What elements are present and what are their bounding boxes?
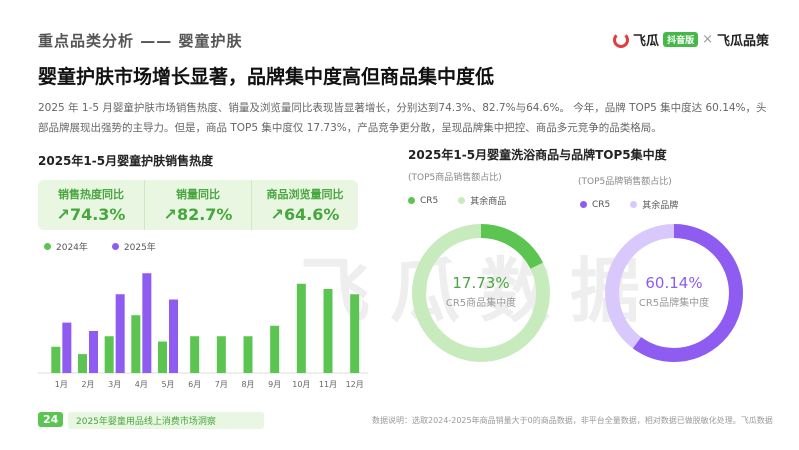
x-tick-label: 12月: [346, 380, 364, 389]
arrow-up-icon: ↗: [163, 205, 177, 224]
bar-2024: [296, 283, 306, 373]
kpi-value: ↗82.7%: [163, 205, 233, 224]
bar-legend: 2024年 2025年: [44, 240, 156, 253]
bar-2024: [78, 354, 87, 373]
x-tick-label: 10月: [292, 380, 310, 389]
bar-2024: [270, 325, 280, 373]
donut2-center: 60.14% CR5品牌集中度: [604, 274, 744, 309]
legend-2024-swatch: [44, 243, 51, 250]
legend-other-swatch: [630, 201, 638, 208]
bar-2025: [115, 294, 125, 373]
feigua-logo-icon: [613, 31, 630, 48]
kpi-label: 销量同比: [176, 188, 220, 201]
donut2-value: 60.14%: [645, 274, 703, 292]
left-chart-title: 2025年1-5月婴童护肤销售热度: [38, 154, 214, 168]
x-tick-label: 9月: [268, 380, 281, 389]
kpi-label: 商品浏览量同比: [266, 188, 344, 201]
product-cr5-slice: [412, 224, 550, 362]
donut-chart-brand: [605, 224, 743, 362]
legend-cr5-label: CR5: [420, 195, 439, 206]
logo: 飞瓜 抖音版 × 飞瓜品策: [613, 30, 769, 49]
right-chart-title: 2025年1-5月婴童洗浴商品与品牌TOP5集中度: [408, 148, 667, 162]
arrow-up-icon: ↗: [56, 205, 70, 224]
donut1-subtitle: (TOP5商品销售额占比): [408, 173, 502, 183]
kpi-value: ↗64.6%: [270, 205, 340, 224]
x-tick-label: 5月: [161, 380, 174, 389]
x-tick-label: 8月: [241, 380, 254, 389]
bar-2024: [216, 336, 226, 373]
legend-cr5-swatch: [580, 201, 587, 208]
donut1-center: 17.73% CR5商品集中度: [411, 274, 551, 309]
section-title: 重点品类分析 —— 婴童护肤: [38, 32, 243, 50]
logo-badge: 抖音版: [663, 32, 699, 47]
donut2-label: CR5品牌集中度: [638, 298, 710, 309]
bar-2025: [89, 331, 98, 373]
page-number: 24: [38, 412, 64, 427]
kpi-value: ↗74.3%: [56, 205, 126, 224]
bar-2024: [323, 289, 333, 373]
logo-separator: ×: [702, 32, 713, 47]
donut1-value: 17.73%: [452, 274, 510, 292]
bar-2024: [190, 336, 200, 373]
bar-2024: [51, 346, 61, 373]
legend-other-swatch: [458, 197, 466, 204]
donut-chart-product: [412, 224, 550, 362]
x-tick-label: 1月: [55, 380, 68, 389]
donut2-legend: CR5 其余品牌: [580, 198, 678, 211]
bar-2024: [158, 341, 167, 373]
donut1-label: CR5商品集中度: [445, 298, 517, 309]
legend-other-label: 其余品牌: [642, 201, 679, 211]
kpi-sales-heat: 销售热度同比 ↗74.3%: [38, 180, 145, 230]
kpi-views: 商品浏览量同比 ↗64.6%: [252, 180, 358, 230]
logo-partner: 飞瓜品策: [716, 34, 769, 49]
kpi-volume: 销量同比 ↗82.7%: [145, 180, 252, 230]
bar-2025: [62, 322, 72, 373]
bar-2024: [131, 315, 141, 373]
x-tick-label: 3月: [108, 380, 121, 389]
bar-2025: [142, 273, 152, 373]
x-tick-label: 4月: [135, 380, 148, 389]
bar-chart: 1月 2月 3月 4月 5月 6月 7月 8月 9月 10月 11月 12月: [38, 273, 368, 389]
bar-2025: [169, 299, 178, 373]
bar-2024: [104, 336, 114, 373]
description: 2025 年 1-5 月婴童护肤市场销售热度、销量及浏览量同比表现皆显著增长，分…: [38, 102, 767, 134]
donut1-legend: CR5 其余商品: [408, 194, 506, 207]
kpi-panel: 销售热度同比 ↗74.3% 销量同比 ↗82.7% 商品浏览量同比 ↗64.6%: [38, 180, 358, 230]
x-tick-label: 2月: [81, 380, 94, 389]
logo-brand: 飞瓜: [633, 34, 660, 49]
legend-2025-label: 2025年: [123, 243, 156, 253]
bar-2024: [350, 294, 360, 373]
legend-other-label: 其余商品: [470, 197, 507, 207]
bar-2024: [243, 336, 253, 373]
arrow-up-icon: ↗: [270, 205, 284, 224]
x-tick-label: 7月: [215, 380, 228, 389]
x-tick-label: 6月: [188, 380, 201, 389]
kpi-label: 销售热度同比: [58, 188, 124, 201]
data-note: 数据说明：选取2024-2025年商品销量大于0的商品数据，非平台全量数据，相对…: [372, 416, 773, 425]
donut2-subtitle: (TOP5品牌销售额占比): [578, 177, 672, 187]
legend-2024-label: 2024年: [56, 243, 88, 253]
x-tick-label: 11月: [319, 380, 337, 389]
brand-cr5-slice: [605, 224, 743, 362]
legend-cr5-swatch: [408, 197, 415, 204]
page-title: 婴童护肤市场增长显著，品牌集中度高但商品集中度低: [38, 66, 495, 88]
report-title: 2025年婴童用品线上消费市场洞察: [68, 412, 264, 429]
legend-2025-swatch: [111, 243, 119, 250]
legend-cr5-label: CR5: [592, 199, 611, 210]
